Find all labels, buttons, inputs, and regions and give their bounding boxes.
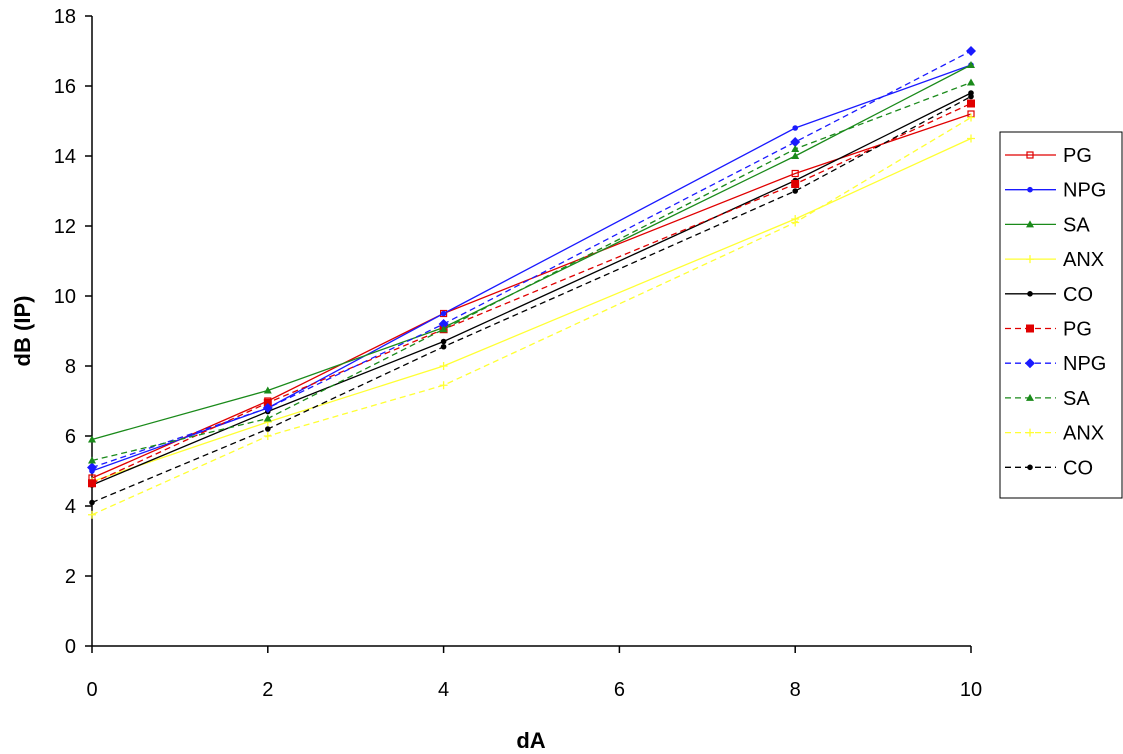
- x-tick-label: 4: [438, 679, 449, 701]
- data-point: [262, 403, 273, 413]
- data-point: [88, 510, 96, 519]
- series-npg-solid: [89, 62, 974, 474]
- data-point: [88, 435, 96, 443]
- series-anx-dashed: [88, 113, 975, 519]
- series-line: [91, 81, 972, 462]
- legend-label: SA: [1063, 388, 1090, 410]
- legend-label: ANX: [1063, 423, 1104, 445]
- data-point: [790, 137, 801, 147]
- data-point: [792, 188, 798, 194]
- legend-box: [999, 131, 1123, 499]
- data-point: [792, 125, 798, 131]
- legend-label: PG: [1063, 319, 1092, 341]
- data-point: [88, 456, 96, 464]
- series-anx-solid: [88, 134, 975, 486]
- x-ticks: 0 2 4 6 8 10: [86, 646, 982, 701]
- data-point: [265, 426, 271, 432]
- data-point: [1027, 464, 1033, 471]
- data-point: [1027, 291, 1033, 297]
- data-point: [967, 134, 975, 143]
- data-point: [263, 414, 272, 422]
- data-point: [966, 46, 976, 56]
- x-tick-label: 10: [960, 679, 982, 701]
- data-point: [440, 343, 447, 350]
- y-tick-label: 12: [54, 216, 76, 238]
- data-point: [89, 499, 95, 506]
- series-line: [91, 116, 972, 516]
- y-tick-label: 6: [65, 426, 76, 448]
- data-point: [967, 78, 975, 86]
- series-line: [91, 92, 972, 486]
- data-point: [967, 61, 975, 68]
- y-tick-label: 18: [54, 6, 76, 28]
- data-point: [1026, 393, 1034, 401]
- data-point: [967, 99, 975, 108]
- series-co-solid: [89, 90, 974, 488]
- data-point: [791, 180, 800, 188]
- data-point: [438, 319, 449, 329]
- x-tick-label: 8: [790, 679, 801, 701]
- data-point: [1026, 255, 1034, 264]
- data-point: [88, 479, 96, 488]
- legend-label: PG: [1063, 145, 1092, 167]
- x-tick-label: 6: [614, 679, 625, 701]
- series-layer: [87, 46, 976, 519]
- series-line: [91, 50, 972, 469]
- x-tick-label: 0: [86, 679, 97, 701]
- x-tick-label: 2: [262, 679, 273, 701]
- axes: [91, 16, 971, 647]
- data-point: [440, 338, 447, 345]
- series-line: [91, 95, 972, 504]
- series-line: [91, 102, 972, 484]
- data-point: [1026, 220, 1034, 228]
- y-ticks: 0 2 4 6 8 10 12 14 16 18: [54, 6, 92, 658]
- data-point: [967, 113, 975, 122]
- data-point: [791, 218, 800, 227]
- data-point: [439, 325, 448, 333]
- legend-label: CO: [1063, 284, 1093, 306]
- series-line: [91, 64, 972, 472]
- y-tick-label: 16: [54, 76, 76, 98]
- x-axis-title: dA: [516, 728, 545, 753]
- data-point: [791, 152, 800, 159]
- legend-label: NPG: [1063, 180, 1106, 202]
- series-npg-dashed: [87, 46, 976, 473]
- legend: PG NPG SA ANX CO PG NPG SA ANX CO: [999, 131, 1123, 499]
- y-tick-label: 2: [65, 566, 76, 588]
- data-point: [1026, 324, 1034, 333]
- data-point: [440, 310, 447, 317]
- data-point: [968, 93, 974, 100]
- data-point: [791, 169, 799, 178]
- data-point: [87, 462, 97, 473]
- y-axis-title: dB (IP): [10, 296, 35, 367]
- data-point: [1027, 186, 1033, 193]
- data-point: [263, 432, 272, 440]
- y-tick-label: 14: [54, 146, 76, 168]
- y-tick-label: 8: [65, 356, 76, 378]
- series-sa-solid: [88, 61, 975, 443]
- data-point: [1026, 151, 1034, 159]
- legend-label: SA: [1063, 214, 1090, 236]
- series-line: [91, 64, 972, 441]
- data-point: [439, 362, 448, 370]
- data-point: [791, 145, 800, 152]
- legend-label: ANX: [1063, 249, 1104, 271]
- legend-label: NPG: [1063, 353, 1106, 375]
- data-point: [263, 386, 272, 394]
- data-point: [1025, 358, 1035, 369]
- series-co-dashed: [89, 93, 974, 506]
- y-tick-label: 4: [65, 496, 76, 518]
- data-point: [263, 398, 272, 407]
- data-point: [440, 309, 448, 318]
- data-point: [439, 381, 448, 390]
- data-point: [1026, 428, 1034, 437]
- series-sa-dashed: [88, 78, 975, 464]
- y-tick-label: 0: [65, 636, 76, 658]
- y-tick-label: 10: [54, 286, 76, 308]
- legend-label: CO: [1063, 457, 1093, 479]
